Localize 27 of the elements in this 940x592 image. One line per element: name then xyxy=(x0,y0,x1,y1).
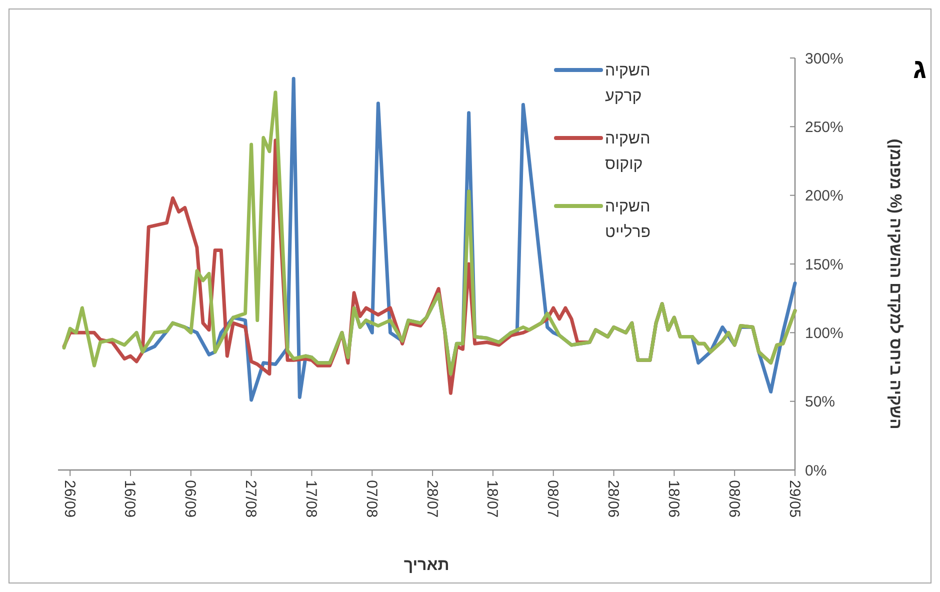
line-series xyxy=(62,90,797,376)
x-tick-label: 06/09 xyxy=(182,480,199,518)
x-tick-label: 17/08 xyxy=(302,480,320,518)
y-tick-label: 300% xyxy=(805,50,844,68)
y-tick-label: 0% xyxy=(805,462,827,480)
x-tick-label: 07/08 xyxy=(362,480,380,518)
x-tick-label: 26/09 xyxy=(60,480,78,518)
x-tick-label: 08/07 xyxy=(544,480,562,518)
y-tick-label: 50% xyxy=(805,394,836,411)
x-tick-label: 28/07 xyxy=(423,480,440,518)
y-tick-label: 100% xyxy=(805,324,844,342)
legend-label: השקיה קרקע xyxy=(605,62,650,106)
legend-label: השקיה פרלייט xyxy=(605,198,651,242)
x-tick-label: 18/07 xyxy=(484,480,501,518)
y-tick-label: 250% xyxy=(805,118,844,136)
x-axis-title: תאריך xyxy=(404,557,450,574)
y-tick-label: 150% xyxy=(805,256,844,274)
x-tick-label: 29/05 xyxy=(786,480,803,518)
x-tick-label: 16/09 xyxy=(121,480,138,518)
x-tick-label: 08/06 xyxy=(725,480,742,518)
legend-label: השקיה קוקוס xyxy=(605,130,650,174)
y-axis-title: השקיה ביחס למקדם ההשקיה (% מפנמן) xyxy=(886,138,904,430)
x-tick-label: 18/06 xyxy=(664,480,682,518)
y-tick-label: 200% xyxy=(805,188,844,205)
x-tick-label: 27/08 xyxy=(242,480,260,518)
x-tick-label: 28/06 xyxy=(604,480,622,518)
text: ג xyxy=(913,53,926,84)
